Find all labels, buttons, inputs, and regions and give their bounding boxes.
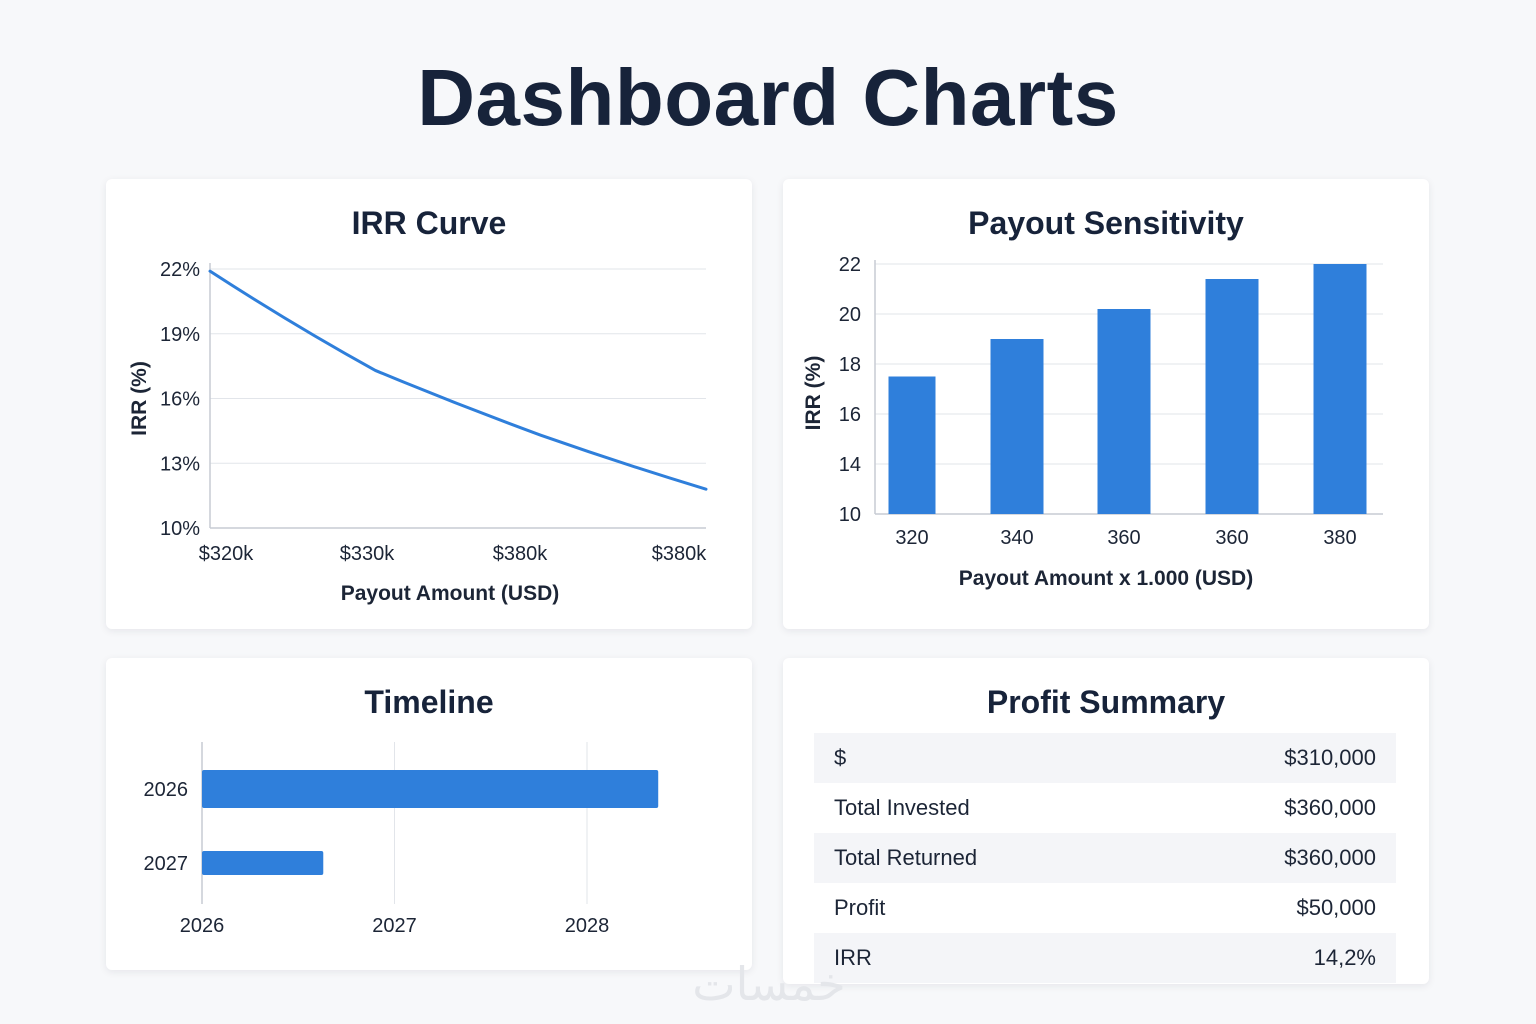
timeline-chart: 2026 2027 2028 2026 2027: [144, 742, 659, 937]
irr-curve-card: IRR Curve 22% 19% 16% 13% 10% $320k $330k $380k…: [106, 179, 752, 629]
x-tick-label: $320k: [199, 543, 254, 565]
timeline-title: Timeline: [364, 684, 494, 720]
payout-sensitivity-card: Payout Sensitivity 22 20 18 16 14 10 320 340 360…: [783, 179, 1429, 629]
y-tick-label: 10%: [160, 518, 200, 540]
bar: [990, 339, 1044, 514]
y-tick-label: 2027: [144, 853, 189, 875]
y-tick-label: 2026: [144, 779, 189, 801]
row-label: $: [834, 745, 847, 770]
timeline-bar: [202, 851, 324, 875]
y-tick-label: 14: [839, 454, 861, 476]
x-axis-label: Payout Amount x 1.000 (USD): [959, 567, 1253, 590]
y-tick-label: 16%: [160, 389, 200, 411]
row-value: $360,000: [1284, 845, 1376, 870]
profit-summary-table: $ $310,000 Total Invested $360,000 Total…: [814, 733, 1396, 983]
row-label: Total Returned: [834, 845, 978, 870]
bar: [888, 376, 936, 514]
x-tick-label: 2027: [372, 915, 417, 937]
row-label: Profit: [834, 895, 886, 920]
row-label: IRR: [834, 945, 872, 970]
x-tick-label: 360: [1215, 527, 1248, 549]
y-tick-label: 22: [839, 254, 861, 276]
y-tick-label: 20: [839, 304, 861, 326]
x-tick-label: 2028: [565, 915, 610, 937]
x-tick-label: 380: [1323, 527, 1356, 549]
y-axis-label: IRR (%): [802, 356, 825, 431]
x-axis-label: Payout Amount (USD): [341, 582, 560, 605]
y-tick-label: 18: [839, 354, 861, 376]
profit-summary-title: Profit Summary: [986, 684, 1226, 720]
x-tick-label: $380k: [493, 543, 548, 565]
x-tick-label: 2026: [180, 915, 225, 937]
x-tick-label: 340: [1000, 527, 1033, 549]
row-value: $50,000: [1296, 895, 1376, 920]
row-value: 14,2%: [1313, 945, 1376, 970]
y-tick-label: 19%: [160, 324, 200, 346]
profit-summary-card: Profit Summary $ $310,000 Total Invested…: [783, 658, 1429, 984]
row-value: $360,000: [1284, 795, 1376, 820]
table-row: $ $310,000: [814, 733, 1396, 783]
x-tick-label: $330k: [340, 543, 395, 565]
table-row: Profit $50,000: [814, 883, 1396, 933]
y-tick-label: 13%: [160, 453, 200, 475]
y-tick-label: 10: [839, 504, 861, 526]
x-tick-label: 360: [1107, 527, 1140, 549]
irr-curve-chart: 22% 19% 16% 13% 10% $320k $330k $380k $380k Payou…: [128, 259, 708, 605]
row-label: Total Invested: [834, 795, 970, 820]
row-value: $310,000: [1284, 745, 1376, 770]
irr-curve-title: IRR Curve: [351, 205, 507, 241]
bar: [1097, 309, 1151, 514]
page-title: Dashboard Charts: [417, 53, 1119, 142]
timeline-card: Timeline 2026 2027 2028 2026 2027: [106, 658, 752, 970]
bar: [1313, 264, 1367, 514]
table-row: Total Returned $360,000: [814, 833, 1396, 883]
irr-series-line: [208, 269, 708, 491]
bar: [1205, 279, 1259, 514]
x-tick-label: 320: [895, 527, 928, 549]
y-tick-label: 22%: [160, 259, 200, 281]
y-axis-label: IRR (%): [128, 361, 151, 436]
timeline-bar: [202, 770, 659, 808]
y-tick-label: 16: [839, 404, 861, 426]
payout-sensitivity-chart: 22 20 18 16 14 10 320 340 360 360 380 Payout Amount…: [802, 254, 1383, 590]
x-tick-label: $380k: [652, 543, 707, 565]
payout-sensitivity-title: Payout Sensitivity: [968, 205, 1244, 241]
table-row: IRR 14,2%: [814, 933, 1396, 983]
watermark-logo: خمسات: [692, 957, 846, 1011]
table-row: Total Invested $360,000: [814, 783, 1396, 833]
